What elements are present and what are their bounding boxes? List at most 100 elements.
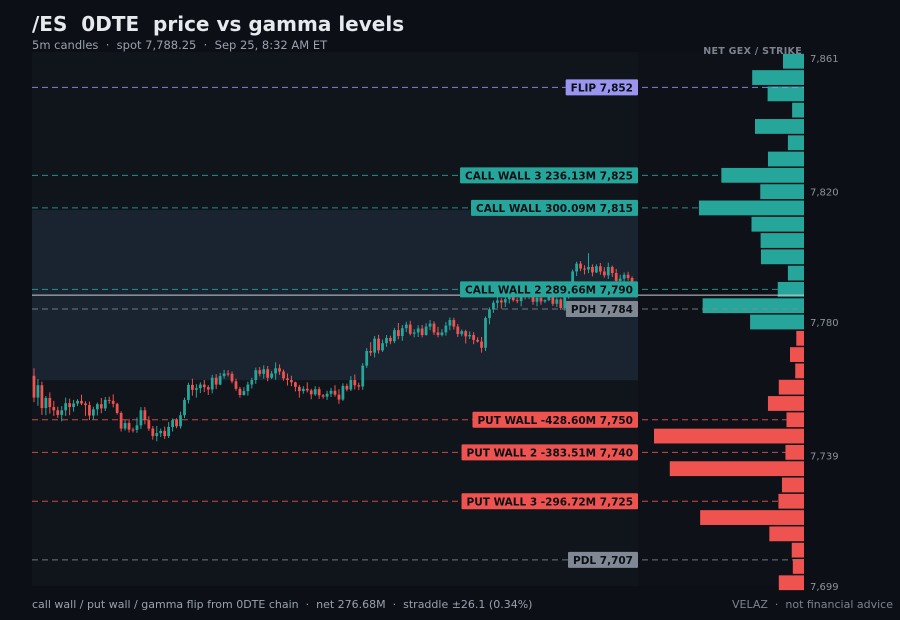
- candle-body: [230, 373, 234, 382]
- level-label-text: CALL WALL 300.09M 7,815: [476, 203, 633, 215]
- candle-body: [167, 426, 171, 437]
- candle-body: [234, 381, 238, 389]
- level-lines: [32, 86, 804, 561]
- candle-body: [456, 326, 460, 335]
- candle-body: [539, 297, 543, 302]
- candle-body: [591, 266, 594, 273]
- level-label: PDH 7,784: [565, 300, 638, 317]
- candle-body: [361, 365, 365, 387]
- candle-body: [107, 399, 111, 401]
- level-label-text: PUT WALL -428.60M 7,750: [477, 415, 633, 427]
- candle-body: [183, 399, 186, 416]
- candle-body: [325, 393, 329, 397]
- footer-note: call wall / put wall / gamma flip from 0…: [32, 598, 533, 611]
- level-label-text: PUT WALL 3 -296.72M 7,725: [467, 496, 633, 508]
- level-label: FLIP 7,852: [565, 79, 638, 96]
- candle-body: [373, 338, 376, 353]
- candle-body: [84, 403, 87, 406]
- candle-body: [468, 335, 472, 337]
- candle-body: [436, 332, 440, 336]
- gex-bar: [654, 428, 804, 444]
- candle-body: [131, 429, 135, 431]
- candle-body: [349, 380, 353, 390]
- candle-body: [210, 377, 214, 390]
- candle-body: [575, 263, 578, 272]
- candle-body: [198, 384, 202, 389]
- candle-body: [119, 412, 123, 429]
- candle-body: [163, 430, 167, 437]
- candle-body: [270, 373, 274, 378]
- candle-body: [135, 425, 139, 430]
- candle-body: [396, 330, 400, 337]
- level-label: CALL WALL 2 289.66M 7,790: [460, 281, 638, 298]
- chart-subtitle: 5m candles · spot 7,788.25 · Sep 25, 8:3…: [32, 38, 328, 52]
- candle-body: [48, 397, 52, 408]
- candle-body: [68, 403, 72, 408]
- candle-body: [194, 388, 198, 390]
- candle-body: [171, 420, 174, 427]
- candle-body: [622, 274, 626, 279]
- candle-body: [175, 420, 178, 427]
- candle-body: [393, 330, 396, 342]
- level-label-box: [565, 79, 638, 96]
- candle-body: [254, 370, 258, 381]
- candle-body: [32, 375, 36, 398]
- level-label: PDL 7,707: [568, 551, 638, 568]
- candle-body: [329, 390, 333, 394]
- candle-body: [278, 368, 281, 372]
- candle-body: [389, 337, 392, 342]
- candle-body: [226, 373, 230, 375]
- gex-bar: [778, 575, 804, 591]
- gex-bar: [791, 542, 804, 558]
- candle-body: [432, 323, 436, 333]
- candle-body: [218, 376, 222, 385]
- candle-body: [345, 385, 349, 390]
- candle-body: [404, 324, 408, 329]
- level-label-box: [460, 167, 638, 184]
- candle-body: [282, 371, 285, 379]
- candle-body: [80, 400, 83, 404]
- candles: [32, 253, 638, 442]
- candle-body: [452, 320, 456, 327]
- candle-body: [543, 300, 547, 302]
- gex-bar: [760, 249, 804, 265]
- candle-body: [64, 403, 68, 411]
- gex-bar: [778, 379, 804, 395]
- candle-body: [476, 339, 479, 342]
- candle-body: [246, 384, 250, 392]
- candle-body: [519, 293, 523, 302]
- candle-body: [294, 382, 297, 387]
- candle-body: [88, 405, 91, 416]
- level-label-box: [460, 281, 638, 298]
- candle-body: [202, 384, 206, 388]
- candle-body: [626, 274, 630, 278]
- candle-body: [579, 263, 582, 269]
- candle-body: [206, 387, 210, 390]
- gex-bar: [792, 559, 804, 574]
- candle-body: [448, 320, 452, 326]
- candle-body: [92, 409, 95, 416]
- price-tick-label: 7,780: [810, 318, 839, 329]
- price-tick-label: 7,820: [810, 188, 839, 199]
- gex-bars: [654, 53, 804, 591]
- candle-body: [147, 420, 151, 429]
- gex-bar: [750, 314, 804, 330]
- footer-credit: VELAZ · not financial advice: [731, 598, 893, 611]
- gex-bar: [787, 265, 804, 281]
- candle-body: [563, 296, 567, 308]
- level-label: PUT WALL 3 -296.72M 7,725: [461, 493, 638, 510]
- price-tick-label: 7,739: [810, 452, 839, 463]
- candle-body: [492, 302, 495, 310]
- candle-body: [139, 410, 143, 426]
- gex-bar: [752, 70, 804, 85]
- gex-bar: [781, 477, 804, 493]
- candle-body: [598, 266, 602, 272]
- level-label-box: [565, 300, 638, 317]
- candle-body: [159, 430, 163, 434]
- gex-bar: [777, 282, 804, 297]
- candle-body: [333, 390, 337, 395]
- gex-bar: [767, 396, 804, 411]
- candle-body: [472, 335, 476, 340]
- candle-body: [297, 386, 301, 392]
